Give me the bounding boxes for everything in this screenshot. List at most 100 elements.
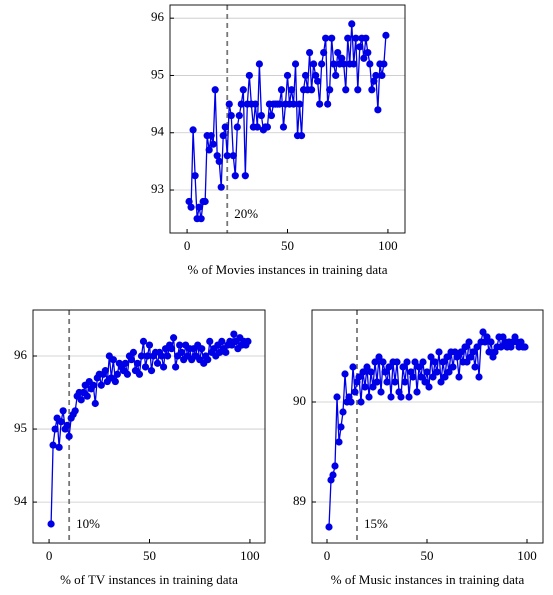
data-point [207, 132, 215, 140]
data-point [97, 381, 105, 389]
data-point [380, 60, 388, 68]
data-point [427, 353, 435, 361]
data-point [441, 373, 449, 381]
data-point [449, 363, 457, 371]
data-point [329, 471, 337, 479]
data-point [231, 172, 239, 180]
data-point [197, 215, 205, 223]
data-point [409, 373, 417, 381]
data-point [387, 393, 395, 401]
data-point [163, 352, 172, 360]
data-point [332, 71, 340, 80]
data-point [289, 100, 298, 108]
data-point [59, 407, 67, 415]
data-point [331, 462, 339, 470]
data-point [172, 363, 180, 371]
data-point [483, 333, 491, 341]
data-point [356, 43, 364, 51]
data-point [111, 377, 119, 386]
data-point [308, 86, 316, 94]
data-point [129, 348, 138, 356]
data-point [463, 358, 471, 366]
data-point [497, 343, 505, 351]
data-point [229, 152, 237, 160]
x-tick-label: 100 [517, 548, 537, 563]
data-point [305, 48, 314, 57]
data-point [257, 111, 265, 120]
data-point [453, 353, 461, 361]
data-point [251, 100, 259, 108]
data-point [157, 352, 166, 360]
x-axis-label: % of TV instances in training data [60, 572, 238, 587]
data-point [397, 393, 405, 401]
data-point [344, 34, 352, 42]
data-point [147, 367, 156, 375]
x-tick-label: 0 [46, 548, 53, 563]
data-point [475, 373, 483, 381]
data-point [153, 359, 162, 367]
data-point [141, 363, 150, 371]
data-point [360, 54, 368, 62]
data-point [297, 132, 306, 140]
data-point [361, 383, 369, 391]
data-point [403, 358, 411, 366]
data-point [357, 398, 365, 406]
data-point [435, 348, 443, 356]
data-point [237, 100, 245, 108]
data-point [277, 86, 286, 94]
data-point [411, 358, 419, 366]
data-point [191, 172, 199, 180]
data-point [255, 60, 263, 68]
data-point [351, 388, 359, 396]
data-point [322, 34, 330, 42]
data-point [127, 356, 136, 364]
data-point [113, 370, 121, 378]
x-tick-label: 100 [378, 238, 398, 253]
data-point [295, 100, 304, 108]
data-point [340, 60, 348, 68]
data-point [521, 343, 529, 351]
data-point [335, 438, 343, 446]
data-point [227, 111, 235, 120]
data-point [235, 111, 243, 120]
data-point [471, 363, 479, 371]
data-point [314, 77, 322, 85]
data-point [204, 356, 212, 364]
data-point [333, 393, 341, 401]
y-tick-label: 94 [151, 124, 165, 139]
data-point [291, 60, 300, 68]
data-point [83, 392, 91, 400]
data-point [159, 363, 168, 371]
data-point [198, 345, 206, 353]
data-point [364, 48, 372, 57]
data-point [195, 203, 203, 211]
data-point [349, 363, 357, 371]
data-point [65, 432, 73, 440]
data-point [337, 423, 345, 431]
x-tick-label: 0 [184, 238, 191, 253]
data-point [217, 183, 225, 191]
x-tick-label: 50 [421, 548, 434, 563]
data-point [457, 348, 465, 356]
x-axis-label: % of Movies instances in training data [187, 262, 387, 277]
data-point [213, 152, 221, 160]
data-point [341, 370, 349, 378]
reference-label: 15% [364, 516, 388, 531]
data-point [167, 345, 176, 353]
data-point [211, 86, 219, 94]
data-point [417, 373, 425, 381]
data-point [187, 203, 195, 211]
data-point [378, 71, 386, 80]
data-point [245, 71, 253, 80]
data-point [101, 367, 109, 375]
data-point [283, 71, 292, 80]
data-point [324, 100, 332, 108]
data-line [328, 331, 525, 528]
data-point [318, 60, 326, 68]
x-tick-label: 0 [324, 548, 331, 563]
data-point [47, 520, 55, 528]
data-point [354, 86, 362, 94]
reference-label: 10% [76, 516, 100, 531]
x-tick-label: 50 [281, 238, 294, 253]
x-axis-label: % of Music instances in training data [331, 572, 525, 587]
